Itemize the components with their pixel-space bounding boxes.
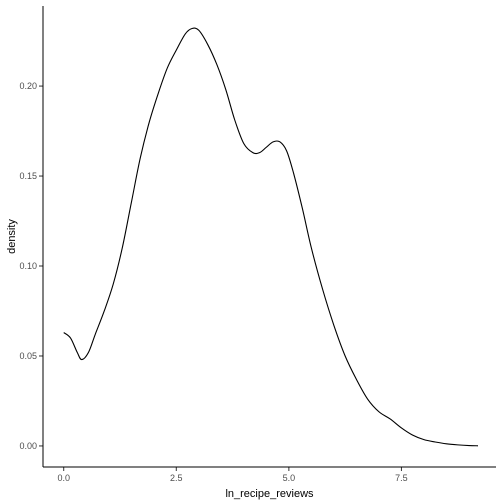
y-tick-label: 0.00 xyxy=(19,441,37,451)
y-tick-label: 0.10 xyxy=(19,261,37,271)
x-tick-label: 5.0 xyxy=(283,473,296,483)
y-axis-ticks: 0.00 0.05 0.10 0.15 0.20 xyxy=(19,81,43,451)
series-layer xyxy=(63,27,479,447)
x-tick-label: 2.5 xyxy=(170,473,183,483)
y-axis-title: density xyxy=(6,219,18,254)
x-tick-label: 7.5 xyxy=(395,473,408,483)
x-axis-ticks: 0.0 2.5 5.0 7.5 xyxy=(57,467,408,483)
y-tick-label: 0.05 xyxy=(19,351,37,361)
y-tick-label: 0.15 xyxy=(19,171,37,181)
y-tick-label: 0.20 xyxy=(19,81,37,91)
density-line xyxy=(63,27,479,447)
x-axis-title: ln_recipe_reviews xyxy=(225,488,314,500)
x-tick-label: 0.0 xyxy=(57,473,70,483)
